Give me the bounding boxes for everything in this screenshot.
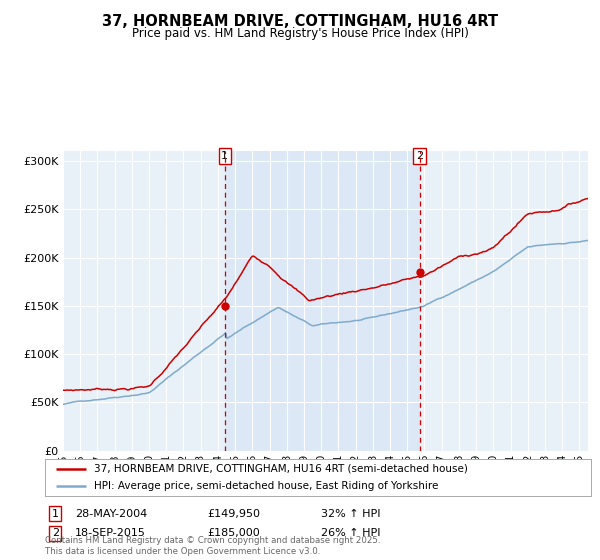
Text: 32% ↑ HPI: 32% ↑ HPI xyxy=(321,508,380,519)
Text: 2: 2 xyxy=(416,151,423,161)
Text: 1: 1 xyxy=(221,151,229,161)
Text: HPI: Average price, semi-detached house, East Riding of Yorkshire: HPI: Average price, semi-detached house,… xyxy=(94,481,439,491)
Text: £185,000: £185,000 xyxy=(207,528,260,538)
Text: 18-SEP-2015: 18-SEP-2015 xyxy=(75,528,146,538)
Text: 37, HORNBEAM DRIVE, COTTINGHAM, HU16 4RT: 37, HORNBEAM DRIVE, COTTINGHAM, HU16 4RT xyxy=(102,14,498,29)
Text: 37, HORNBEAM DRIVE, COTTINGHAM, HU16 4RT (semi-detached house): 37, HORNBEAM DRIVE, COTTINGHAM, HU16 4RT… xyxy=(94,464,468,474)
Text: 28-MAY-2004: 28-MAY-2004 xyxy=(75,508,147,519)
Text: 2: 2 xyxy=(52,528,59,538)
Text: 1: 1 xyxy=(52,508,59,519)
Text: 26% ↑ HPI: 26% ↑ HPI xyxy=(321,528,380,538)
Text: Price paid vs. HM Land Registry's House Price Index (HPI): Price paid vs. HM Land Registry's House … xyxy=(131,27,469,40)
Text: Contains HM Land Registry data © Crown copyright and database right 2025.
This d: Contains HM Land Registry data © Crown c… xyxy=(45,536,380,556)
Bar xyxy=(225,151,419,451)
Text: £149,950: £149,950 xyxy=(207,508,260,519)
